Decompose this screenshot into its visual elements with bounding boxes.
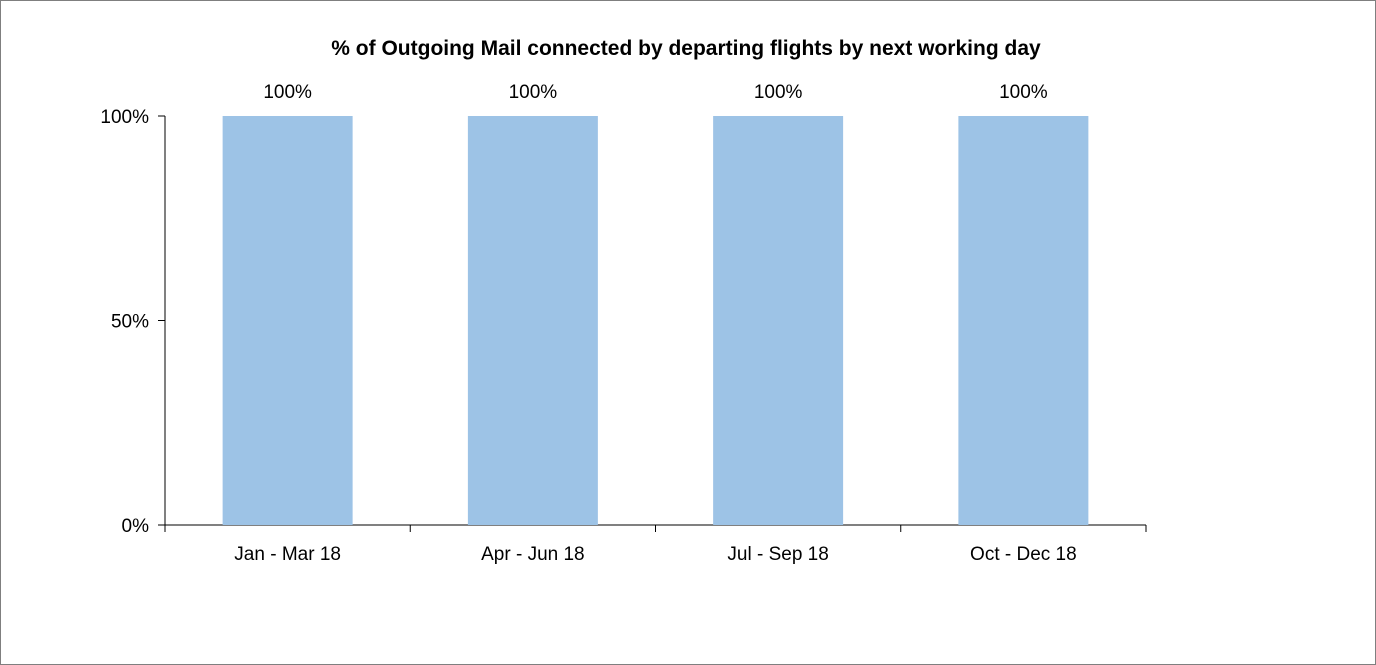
bar-data-label: 100% bbox=[754, 82, 803, 103]
bar bbox=[467, 116, 598, 525]
y-tick-label: 0% bbox=[122, 516, 150, 537]
y-tick-label: 50% bbox=[111, 312, 149, 333]
bar bbox=[222, 116, 353, 525]
bar bbox=[958, 116, 1089, 525]
x-category-label: Jan - Mar 18 bbox=[234, 544, 341, 565]
y-tick-label: 100% bbox=[100, 107, 149, 128]
bar-data-label: 100% bbox=[509, 82, 558, 103]
bars bbox=[222, 116, 1089, 525]
bar-data-label: 100% bbox=[263, 82, 312, 103]
x-category-label: Jul - Sep 18 bbox=[727, 544, 828, 565]
x-category-label: Oct - Dec 18 bbox=[970, 544, 1077, 565]
labels: 0% 50% 100% Jan - Mar 18 100% Apr - Jun 18 100… bbox=[100, 82, 1076, 565]
bar-data-label: 100% bbox=[999, 82, 1048, 103]
bar bbox=[713, 116, 844, 525]
x-category-label: Apr - Jun 18 bbox=[481, 544, 585, 565]
chart-title: % of Outgoing Mail connected by departin… bbox=[331, 37, 1041, 60]
